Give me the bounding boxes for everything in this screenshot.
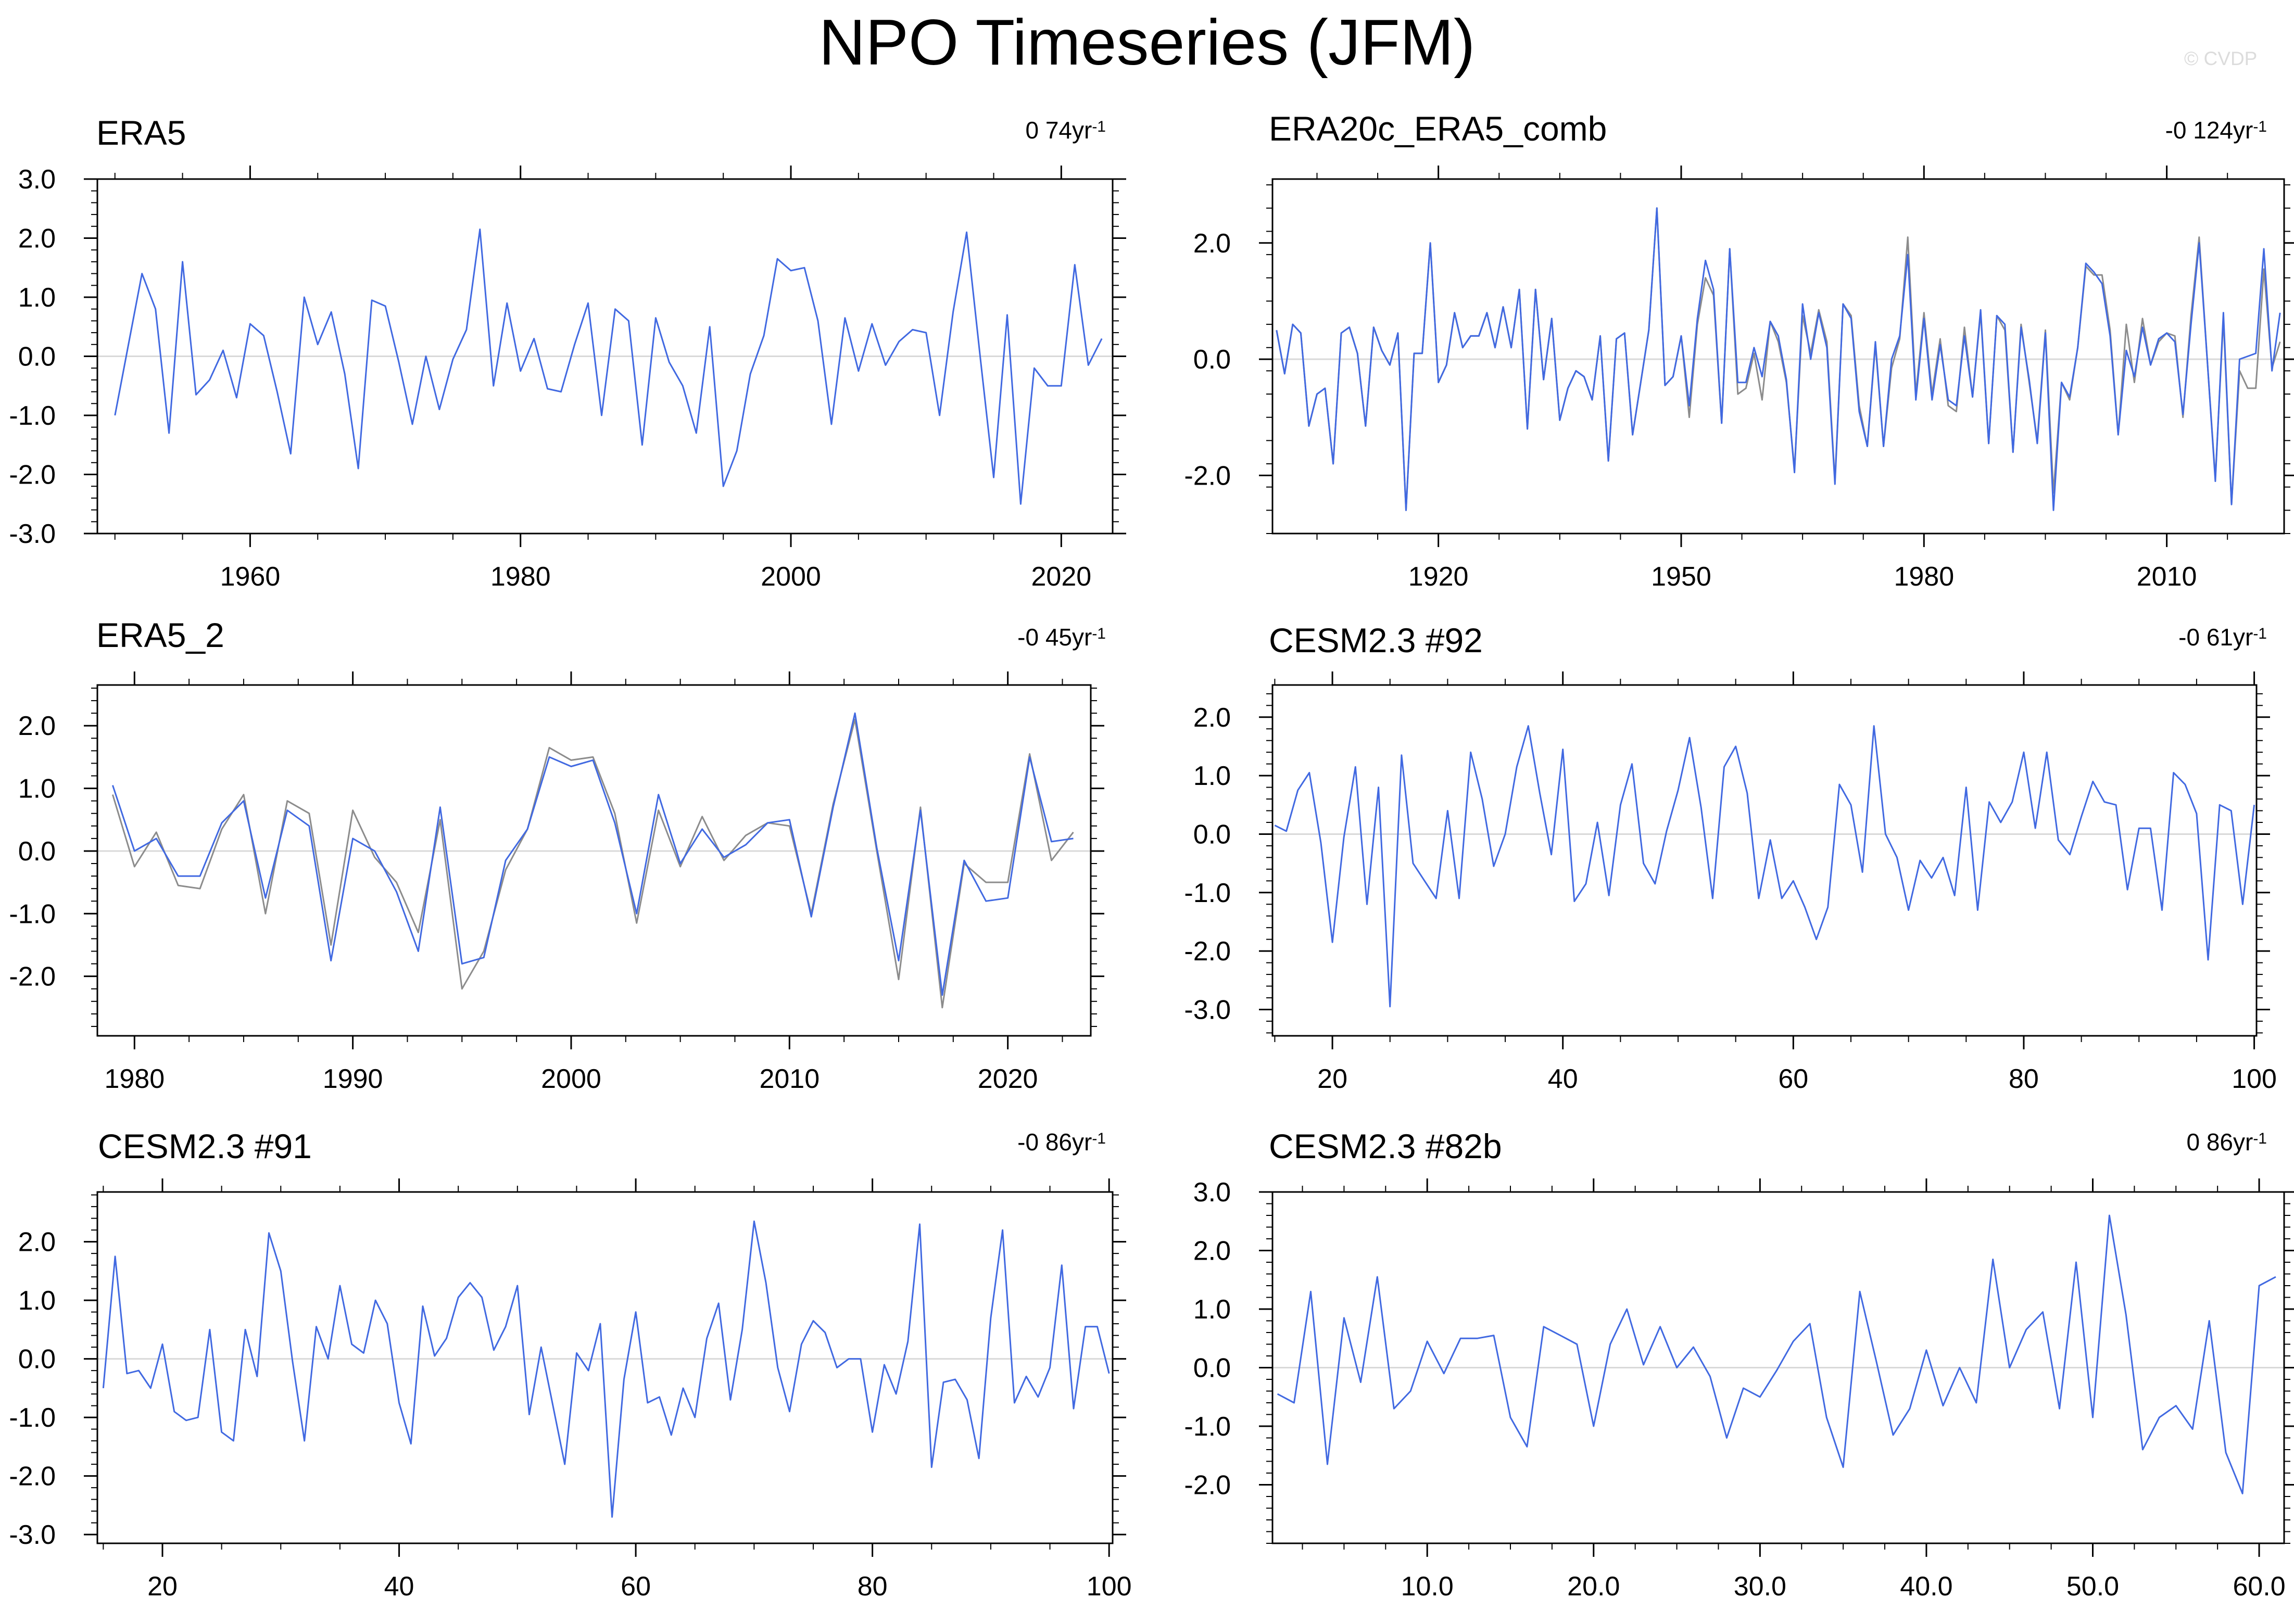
y-tick-label: 0.0 [18, 836, 56, 867]
plot-frame [96, 684, 1092, 1037]
y-tick-label: -1.0 [9, 401, 56, 431]
x-tick-label: 1950 [1651, 562, 1711, 592]
x-tick-label: 2020 [978, 1064, 1038, 1094]
x-tick-label: 40 [1548, 1064, 1578, 1094]
x-tick-label: 60 [621, 1571, 651, 1602]
series-line-secondary [111, 718, 1074, 1009]
y-tick-label: 0.0 [1193, 345, 1231, 375]
panel-title-era20c: ERA20c_ERA5_comb [1269, 109, 1607, 148]
y-tick-label: -2.0 [9, 962, 56, 992]
y-tick-label: -1.0 [1184, 878, 1231, 908]
x-tick-label: 2000 [761, 562, 821, 592]
x-tick-label: 2010 [759, 1064, 820, 1094]
x-tick-label: 1990 [323, 1064, 383, 1094]
y-tick-label: 2.0 [1193, 703, 1231, 733]
y-tick-label: 1.0 [18, 283, 56, 313]
panel-cesm-92: -3.0 -2.0 -1.0 0.0 1.0 2.0 20 40 60 80 100 [1184, 671, 2277, 1094]
x-tick-label: 100 [1087, 1571, 1132, 1602]
x-tick-label: 1980 [490, 562, 551, 592]
x-tick-label: 30.0 [1734, 1571, 1786, 1602]
y-tick-label: 0.0 [18, 1344, 56, 1375]
trend-label-era5: 0 74yr-1 [1025, 117, 1106, 144]
y-tick-label: -2.0 [9, 1462, 56, 1492]
y-tick-label: 1.0 [18, 774, 56, 804]
trend-label-cesm-92: -0 61yr-1 [2178, 624, 2267, 651]
x-tick-label: 2020 [1031, 562, 1091, 592]
trend-label-era20c: -0 124yr-1 [2165, 117, 2267, 144]
panel-era5: -3.0 -2.0 -1.0 0.0 1.0 2.0 3.0 1960 1980 2000 2020 [9, 164, 1126, 592]
series-line-primary [114, 229, 1103, 505]
x-tick-label: 10.0 [1401, 1571, 1454, 1602]
x-tick-label: 60.0 [2233, 1571, 2285, 1602]
x-tick-label: 2000 [541, 1064, 601, 1094]
y-tick-label: -3.0 [9, 519, 56, 549]
x-tick-label: 1920 [1408, 562, 1469, 592]
series-line-primary [1277, 1214, 2276, 1494]
figure-title: NPO Timeseries (JFM) [818, 7, 1476, 79]
series-line-primary [1276, 207, 2281, 511]
y-tick-label: 1.0 [1193, 761, 1231, 791]
panel-title-cesm-91: CESM2.3 #91 [98, 1127, 312, 1165]
plot-frame [1271, 684, 2258, 1037]
trend-label-era5-2: -0 45yr-1 [1017, 624, 1106, 651]
y-tick-label: 2.0 [18, 1227, 56, 1258]
y-tick-label: 0.0 [1193, 819, 1231, 849]
y-tick-label: 3.0 [18, 164, 56, 195]
y-tick-label: 3.0 [1193, 1177, 1231, 1208]
y-tick-label: -3.0 [9, 1520, 56, 1550]
x-tick-label: 50.0 [2066, 1571, 2119, 1602]
x-tick-label: 1960 [220, 562, 281, 592]
y-tick-label: -3.0 [1184, 995, 1231, 1025]
plot-frame [96, 1191, 1114, 1544]
x-tick-label: 1980 [1894, 562, 1954, 592]
panel-era5-2: -2.0 -1.0 0.0 1.0 2.0 1980 1990 2000 2010 2020 [9, 671, 1104, 1094]
series-line-primary [1274, 725, 2255, 1008]
panel-title-era5: ERA5 [96, 113, 186, 152]
x-tick-label: 20 [147, 1571, 178, 1602]
panel-title-cesm-92: CESM2.3 #92 [1269, 621, 1483, 659]
panel-era20c: -2.0 0.0 2.0 1920 1950 1980 2010 [1184, 166, 2294, 592]
y-tick-label: 1.0 [18, 1286, 56, 1316]
x-tick-label: 2010 [2137, 562, 2197, 592]
panel-title-era5-2: ERA5_2 [96, 616, 224, 654]
y-tick-label: -1.0 [9, 1403, 56, 1433]
y-tick-label: 0.0 [18, 342, 56, 372]
panel-cesm-82b: -2.0 -1.0 0.0 1.0 2.0 3.0 10.0 20.0 30.0 40.0 50.0… [1184, 1177, 2294, 1602]
x-tick-label: 60 [1778, 1064, 1808, 1094]
series-line-primary [102, 1220, 1110, 1518]
watermark: © CVDP [2184, 48, 2258, 69]
y-tick-label: 1.0 [1193, 1295, 1231, 1325]
y-tick-label: 2.0 [18, 224, 56, 254]
plot-frame [1271, 178, 2285, 535]
y-tick-label: -2.0 [9, 460, 56, 490]
trend-label-cesm-82b: 0 86yr-1 [2186, 1128, 2267, 1156]
trend-label-cesm-91: -0 86yr-1 [1017, 1128, 1106, 1156]
x-tick-label: 20 [1317, 1064, 1347, 1094]
y-tick-label: 2.0 [18, 711, 56, 741]
y-tick-label: -1.0 [1184, 1412, 1231, 1442]
panel-title-cesm-82b: CESM2.3 #82b [1269, 1127, 1502, 1165]
x-tick-label: 100 [2232, 1064, 2277, 1094]
x-tick-label: 80 [858, 1571, 888, 1602]
series-line-primary [111, 712, 1074, 996]
x-tick-label: 40 [384, 1571, 414, 1602]
x-tick-label: 1980 [104, 1064, 165, 1094]
x-tick-label: 80 [2009, 1064, 2039, 1094]
y-tick-label: 0.0 [1193, 1353, 1231, 1384]
x-tick-label: 20.0 [1567, 1571, 1620, 1602]
panel-cesm-91: -3.0 -2.0 -1.0 0.0 1.0 2.0 20 40 60 80 100 [9, 1178, 1132, 1602]
y-tick-label: -1.0 [9, 899, 56, 929]
y-tick-label: -2.0 [1184, 936, 1231, 967]
y-tick-label: 2.0 [1193, 1236, 1231, 1266]
y-tick-label: -2.0 [1184, 1470, 1231, 1501]
y-tick-label: 2.0 [1193, 229, 1231, 259]
x-tick-label: 40.0 [1900, 1571, 1952, 1602]
y-tick-label: -2.0 [1184, 461, 1231, 491]
